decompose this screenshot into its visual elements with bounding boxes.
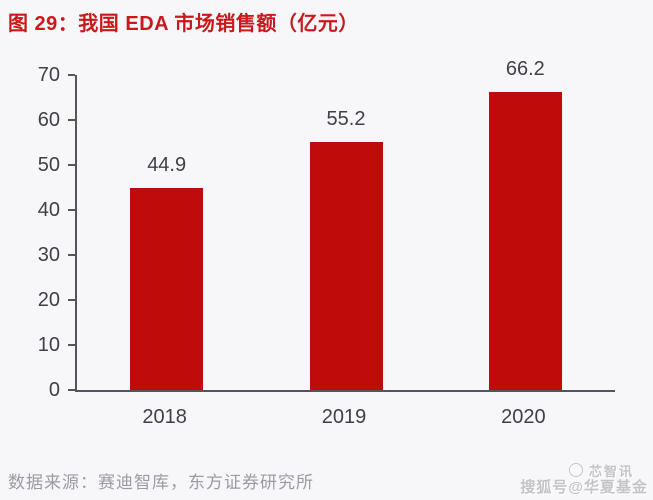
y-tick-label: 50 bbox=[37, 154, 60, 176]
y-tick-label: 40 bbox=[37, 199, 60, 221]
y-tick-label: 0 bbox=[48, 379, 60, 401]
watermark-account: 搜狐号@华夏基金 bbox=[520, 479, 648, 496]
watermark: 芯智讯 搜狐号@华夏基金 bbox=[520, 463, 648, 496]
y-tick-mark bbox=[68, 344, 75, 346]
bar-value-label: 44.9 bbox=[147, 153, 187, 176]
figure-title: 图 29：我国 EDA 市场销售额（亿元） bbox=[8, 13, 359, 35]
bar-value-label: 55.2 bbox=[326, 107, 366, 130]
y-tick-mark bbox=[68, 299, 75, 301]
y-tick-label: 10 bbox=[37, 334, 60, 356]
y-tick-mark bbox=[68, 389, 75, 391]
plot-area: 44.9 55.2 66.2 bbox=[68, 58, 615, 392]
y-tick-label: 30 bbox=[37, 244, 60, 266]
bar-2019 bbox=[309, 141, 383, 390]
watermark-brand: 芯智讯 bbox=[588, 464, 634, 479]
bar-value-label: 66.2 bbox=[505, 58, 545, 81]
x-tick-label: 2018 bbox=[142, 406, 187, 428]
source-note: 数据来源：赛迪智库，东方证券研究所 bbox=[8, 473, 314, 492]
y-tick-mark bbox=[68, 74, 75, 76]
bar-2018 bbox=[130, 187, 204, 390]
x-tick-label: 2020 bbox=[501, 406, 546, 428]
y-tick-label: 60 bbox=[37, 109, 60, 131]
y-tick-mark bbox=[68, 119, 75, 121]
xinzhixun-logo-icon bbox=[568, 463, 583, 477]
y-tick-label: 70 bbox=[37, 64, 60, 86]
y-tick-mark bbox=[68, 164, 75, 166]
y-tick-label: 20 bbox=[37, 289, 60, 311]
y-tick-mark bbox=[68, 254, 75, 256]
y-tick-mark bbox=[68, 209, 75, 211]
x-tick-label: 2019 bbox=[321, 406, 367, 428]
watermark-brand-line: 芯智讯 bbox=[520, 463, 634, 480]
bar-2020 bbox=[488, 92, 562, 390]
